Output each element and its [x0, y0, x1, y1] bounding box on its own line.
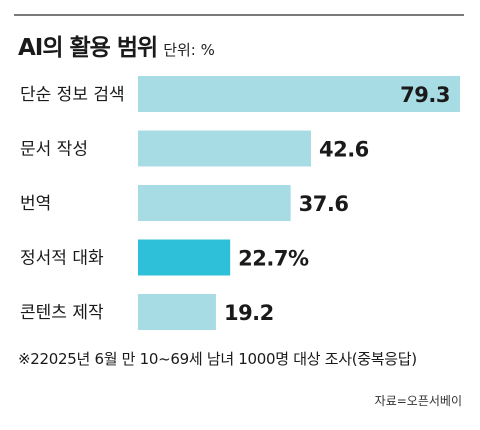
source-credit: 자료=오픈서베이 [374, 394, 462, 408]
bar [138, 76, 460, 112]
category-label: 번역 [20, 194, 51, 214]
bar-highlighted [138, 239, 231, 276]
value-label: 79.3 [400, 83, 450, 107]
category-label: 콘텐츠 제작 [20, 303, 104, 323]
footnote: ※22025년 6월 만 10~69세 남녀 1000명 대상 조사(중복응답) [18, 350, 417, 368]
category-label: 정서적 대화 [20, 249, 104, 269]
value-label: 37.6 [299, 192, 349, 216]
category-label: 단순 정보 검색 [20, 85, 125, 105]
bar-chart: 단순 정보 검색 79.3 문서 작성 42.6 번역 37.6 정서적 대화 22.7% 콘텐… [20, 76, 460, 330]
value-label: 42.6 [319, 138, 369, 162]
bar [138, 130, 311, 167]
bar [138, 185, 291, 221]
category-label: 문서 작성 [20, 140, 88, 160]
chart-title: AI의 활용 범위 [18, 35, 158, 61]
header: AI의 활용 범위 단위: % [18, 28, 215, 62]
top-rule [14, 14, 464, 16]
unit-label: 단위: % [163, 41, 215, 59]
value-label: 22.7% [238, 247, 309, 271]
bar [138, 294, 216, 330]
value-label: 19.2 [224, 301, 274, 325]
